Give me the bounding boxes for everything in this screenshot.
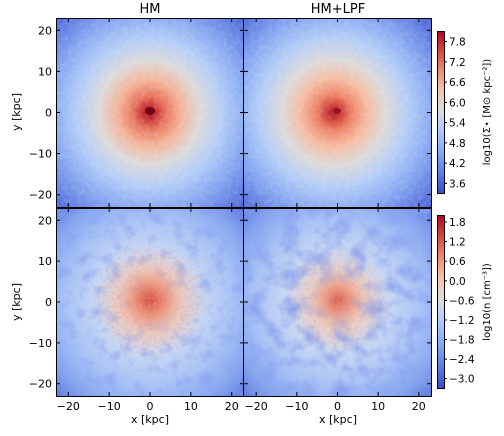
colorbar-tick-label: 0.6 xyxy=(449,256,466,268)
y-tick-label: 10 xyxy=(38,65,52,78)
x-tick-label: −20 xyxy=(245,400,268,413)
x-tick-label: 10 xyxy=(184,400,198,413)
x-tick-label: 0 xyxy=(334,400,341,413)
x-tick-label: 10 xyxy=(371,400,385,413)
panel-stars-hm xyxy=(56,18,243,207)
panel-stars-hm-lpf xyxy=(244,18,431,207)
title-hm: HM xyxy=(140,2,161,17)
x-tick-label: −10 xyxy=(98,400,121,413)
y-tick-label: 20 xyxy=(38,24,52,37)
colorbar-tick-label: −1.8 xyxy=(449,335,475,347)
colorbar-tick-label: 1.8 xyxy=(449,217,466,229)
colorbar-stellar-ticks: 7.8 7.2 6.6 6.0 5.4 4.8 4.2 3.6 xyxy=(444,37,466,190)
ylabel-top: y [kpc] xyxy=(10,93,23,131)
y-tick-label: −20 xyxy=(29,189,52,202)
title-hm-lpf: HM+LPF xyxy=(311,2,365,17)
panel-gas-hm-lpf xyxy=(244,208,431,396)
colorbar-tick-label: 4.2 xyxy=(449,158,466,170)
y-tick-label: 0 xyxy=(45,296,52,309)
y-tick-label: −10 xyxy=(29,148,52,161)
y-tick-label: 10 xyxy=(38,255,52,268)
stellar-core-hm-lpf xyxy=(333,108,341,114)
colorbar-tick-label: 3.6 xyxy=(449,178,466,190)
stellar-core-hm xyxy=(145,107,155,115)
colorbar-tick-label: −1.2 xyxy=(449,315,475,327)
colorbar-tick-label: 6.6 xyxy=(449,77,466,89)
colorbar-tick-label: 0.0 xyxy=(449,276,466,288)
colorbar-tick-label: 4.8 xyxy=(449,138,466,150)
colorbar-tick-label: 5.4 xyxy=(449,118,466,130)
x-tick-label: −20 xyxy=(57,400,80,413)
colorbar-stellar-label: log10(Σ⋆ [M⊙ kpc⁻²]) xyxy=(482,59,493,166)
colorbar-tick-label: 6.0 xyxy=(449,97,466,109)
axes: −20 −10 0 10 20 −20 −20 −10 −10 0 0 10 10 20 20 −20 −10 0… xyxy=(29,18,431,413)
colorbar-gas-ticks: 1.8 1.2 0.6 0.0 −0.6 −1.2 −1.8 −2.4 −3.0 xyxy=(444,217,475,386)
x-tick-label: 20 xyxy=(225,400,239,413)
colorbar-tick-label: 7.8 xyxy=(449,37,466,49)
colorbar-tick-label: −2.4 xyxy=(449,354,475,366)
y-tick-label: −10 xyxy=(29,337,52,350)
colorbar-tick-label: 7.2 xyxy=(449,57,466,69)
y-tick-label: 20 xyxy=(38,214,52,227)
colorbar-gas: 1.8 1.2 0.6 0.0 −0.6 −1.2 −1.8 −2.4 −3.0 log10(n… xyxy=(437,215,493,389)
y-tick-label: −20 xyxy=(29,378,52,391)
xlabel-right: x [kpc] xyxy=(319,413,357,426)
colorbar-tick-label: −3.0 xyxy=(449,374,475,386)
colorbar-tick-label: 1.2 xyxy=(449,237,466,249)
x-tick-label: 0 xyxy=(147,400,154,413)
colorbar-gas-label: log10(n [cm⁻³]) xyxy=(482,263,493,341)
xlabel-left: x [kpc] xyxy=(131,413,169,426)
ylabel-bottom: y [kpc] xyxy=(10,283,23,321)
colorbar-tick-label: −0.6 xyxy=(449,295,475,307)
panel-gas-hm xyxy=(56,208,243,396)
y-tick-label: 0 xyxy=(45,107,52,120)
colorbar-stellar: 7.8 7.2 6.6 6.0 5.4 4.8 4.2 3.6 log10(Σ⋆ [M⊙ kp… xyxy=(437,31,493,194)
x-tick-label: −10 xyxy=(285,400,308,413)
x-tick-label: 20 xyxy=(412,400,426,413)
